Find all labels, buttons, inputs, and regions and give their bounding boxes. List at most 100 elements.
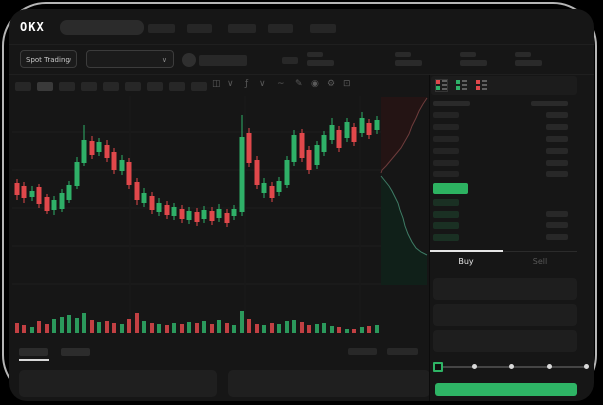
orderbook-bids-icon[interactable] <box>456 80 467 91</box>
buy-submit-button[interactable] <box>435 383 577 396</box>
volume-bar <box>307 325 311 333</box>
ask-price-bar <box>433 124 459 130</box>
volume-bar <box>240 311 244 333</box>
bottom-action-placeholder[interactable] <box>348 348 377 355</box>
bid-price-bar <box>433 211 459 218</box>
volume-bar <box>30 327 34 333</box>
bid-price-bar <box>433 199 459 206</box>
orderbook-combined-icon[interactable] <box>435 79 448 92</box>
volume-bar <box>187 322 191 333</box>
order-form-field[interactable] <box>433 304 577 326</box>
draw-tool-icon[interactable]: ✎ <box>295 79 303 89</box>
candle-body <box>201 210 207 219</box>
stat-value-placeholder <box>307 60 334 66</box>
candle-body <box>366 123 372 135</box>
candle-body <box>81 140 87 163</box>
volume-bar <box>375 325 379 333</box>
volume-bar <box>337 327 341 333</box>
slider-stop-dot[interactable] <box>471 364 477 369</box>
interval-button[interactable] <box>103 82 119 91</box>
nav-item[interactable] <box>268 24 293 33</box>
order-form-field[interactable] <box>433 278 577 300</box>
candle-body <box>344 122 350 138</box>
interval-button[interactable] <box>125 82 141 91</box>
chart-area[interactable] <box>12 96 429 354</box>
fullscreen-icon[interactable]: ⊡ <box>343 79 351 89</box>
coin-icon <box>182 53 196 67</box>
ask-amount-bar <box>546 160 568 166</box>
nav-item[interactable] <box>148 24 175 33</box>
candle-body <box>246 133 252 163</box>
depth-bids-area <box>381 176 427 285</box>
candle-body <box>74 162 80 186</box>
slider-stop-dot[interactable] <box>509 364 514 369</box>
interval-button[interactable] <box>15 82 31 91</box>
slider-handle[interactable] <box>433 362 443 372</box>
slider-stop-dot[interactable] <box>546 364 552 369</box>
volume-bar <box>300 322 304 333</box>
orderbook-asks-icon[interactable] <box>476 80 487 91</box>
orderbook-toolbar <box>431 76 577 95</box>
bottom-tab[interactable] <box>61 348 90 356</box>
chart-style-icon[interactable]: ◫ <box>212 79 221 89</box>
volume-bar <box>157 324 161 333</box>
volume-bar <box>195 323 199 333</box>
app-window: OKX Spot Trading ∨ ∨ Buy Sell ◫ ∨ ƒ ∨ ~ ✎ ◉ ⚙ ⊡ <box>9 9 594 401</box>
chevron-down-icon: ∨ <box>66 56 72 64</box>
toggle-line <box>482 84 487 86</box>
interval-button[interactable] <box>81 82 97 91</box>
candle-body <box>291 135 297 162</box>
chevron-down-icon[interactable]: ∨ <box>259 79 266 89</box>
depth-bids-line <box>380 175 428 256</box>
toggle-square <box>436 86 440 90</box>
candle-body <box>164 205 170 215</box>
slider-stop-dot[interactable] <box>584 364 589 369</box>
candle-body <box>276 181 282 192</box>
toggle-square <box>476 80 480 84</box>
volume-bar <box>105 321 109 333</box>
ask-price-bar <box>433 171 459 177</box>
candle-body <box>306 150 312 170</box>
pair-selector-dropdown[interactable]: ∨ <box>86 50 174 68</box>
ask-price-bar <box>433 112 459 118</box>
nav-item[interactable] <box>228 24 256 33</box>
screenshot-icon[interactable]: ◉ <box>311 79 319 89</box>
volume-bar <box>232 325 236 333</box>
header-divider <box>9 44 594 45</box>
volume-bar <box>172 323 176 333</box>
interval-button[interactable] <box>191 82 207 91</box>
candle-body <box>179 209 185 219</box>
interval-button[interactable] <box>59 82 75 91</box>
interval-button[interactable] <box>37 82 53 91</box>
candle-body <box>59 193 65 209</box>
nav-item[interactable] <box>187 24 212 33</box>
order-form-field[interactable] <box>433 330 577 352</box>
market-type-dropdown[interactable]: Spot Trading ∨ <box>20 50 77 68</box>
tab-sell[interactable]: Sell <box>532 257 548 266</box>
volume-bar <box>112 323 116 333</box>
ask-amount-bar <box>546 124 568 130</box>
volume-bar <box>120 324 124 333</box>
indicators-icon[interactable]: ƒ <box>245 79 249 89</box>
price-chart[interactable] <box>12 96 429 354</box>
ask-amount-bar <box>546 171 568 177</box>
bottom-action-placeholder[interactable] <box>387 348 418 355</box>
volume-bar <box>142 321 146 333</box>
stat-label-placeholder <box>515 52 531 57</box>
chevron-down-icon[interactable]: ∨ <box>227 79 234 89</box>
bottom-tab-active[interactable] <box>19 348 48 356</box>
okx-logo[interactable]: OKX <box>20 20 45 34</box>
stat-value-placeholder <box>395 60 422 66</box>
interval-button[interactable] <box>169 82 185 91</box>
volume-bar <box>330 326 334 333</box>
line-tool-icon[interactable]: ~ <box>277 79 285 89</box>
candle-body <box>141 193 147 203</box>
candle-body <box>321 135 327 152</box>
search-input[interactable] <box>60 20 144 35</box>
interval-button[interactable] <box>147 82 163 91</box>
tab-buy[interactable]: Buy <box>458 257 474 266</box>
settings-icon[interactable]: ⚙ <box>327 79 336 89</box>
volume-bar <box>255 324 259 333</box>
nav-item[interactable] <box>310 24 336 33</box>
candle-body <box>119 160 125 171</box>
